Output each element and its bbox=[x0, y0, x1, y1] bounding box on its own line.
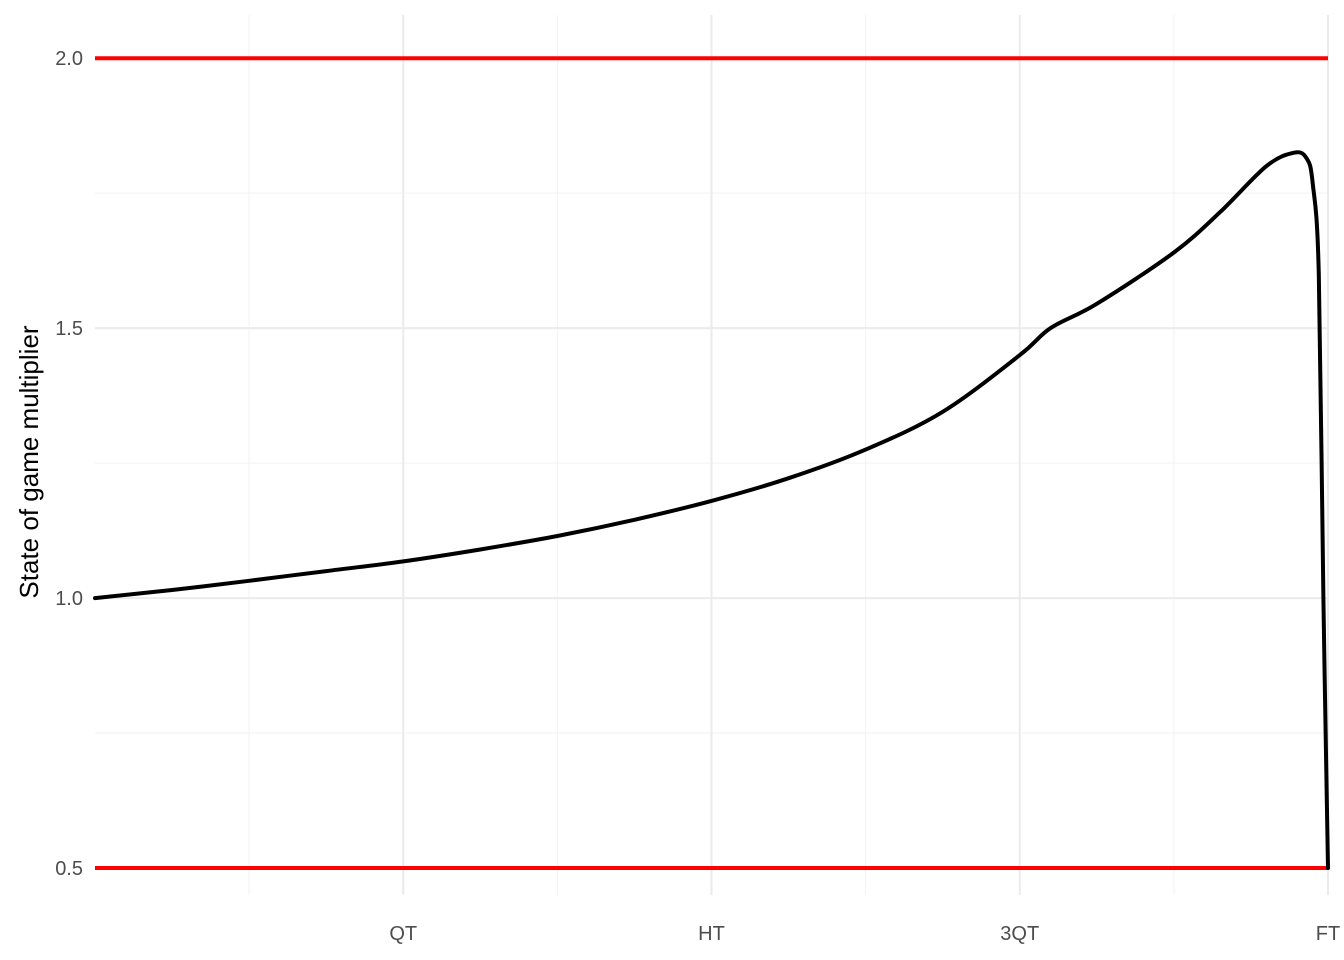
x-tick-label: QT bbox=[389, 923, 417, 945]
x-tick-label: FT bbox=[1316, 923, 1340, 945]
series-line bbox=[93, 150, 1330, 870]
x-tick-label: 3QT bbox=[1000, 923, 1039, 945]
x-tick-label: HT bbox=[698, 923, 725, 945]
grid-lines bbox=[95, 15, 1329, 895]
y-tick-labels: 0.5 1.0 1.5 2.0 bbox=[55, 48, 83, 880]
y-axis-title: State of game multiplier bbox=[14, 325, 44, 598]
reference-lines bbox=[95, 56, 1328, 871]
x-tick-labels: QT HT 3QT FT bbox=[389, 923, 1340, 945]
y-tick-label: 1.0 bbox=[55, 588, 83, 610]
series-lines bbox=[93, 150, 1330, 870]
y-tick-label: 1.5 bbox=[55, 318, 83, 340]
y-tick-label: 0.5 bbox=[55, 858, 83, 880]
y-tick-label: 2.0 bbox=[55, 48, 83, 70]
